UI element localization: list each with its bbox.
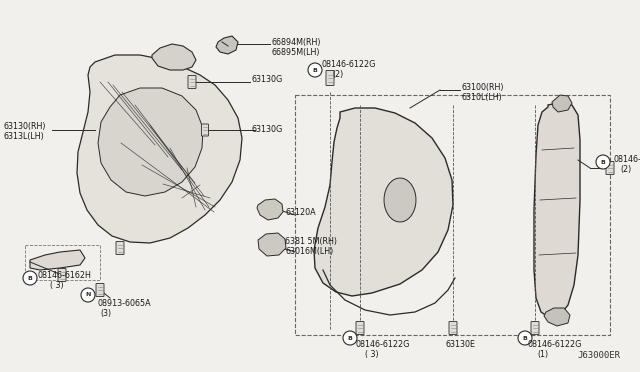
Polygon shape: [314, 108, 453, 296]
Text: N: N: [85, 292, 91, 298]
Text: 66895M(LH): 66895M(LH): [271, 48, 319, 57]
FancyBboxPatch shape: [188, 76, 196, 89]
Text: J63000ER: J63000ER: [577, 351, 620, 360]
Polygon shape: [98, 88, 203, 196]
Text: 6310L(LH): 6310L(LH): [462, 93, 503, 102]
Text: 63130E: 63130E: [445, 340, 475, 349]
Polygon shape: [544, 308, 570, 326]
Text: 08146-6122G: 08146-6122G: [613, 155, 640, 164]
FancyBboxPatch shape: [531, 321, 539, 334]
Text: 08146-6162H: 08146-6162H: [38, 271, 92, 280]
Circle shape: [596, 155, 610, 169]
Bar: [295, 95, 610, 335]
Polygon shape: [552, 95, 572, 112]
Text: 66894M(RH): 66894M(RH): [271, 38, 321, 47]
Text: 6313L(LH): 6313L(LH): [4, 132, 45, 141]
Text: 6381 5M(RH): 6381 5M(RH): [285, 237, 337, 246]
FancyBboxPatch shape: [116, 241, 124, 254]
Bar: [25, 245, 100, 280]
FancyBboxPatch shape: [202, 124, 209, 136]
Text: B: B: [523, 336, 527, 340]
Text: 63100(RH): 63100(RH): [462, 83, 504, 92]
Text: 63120A: 63120A: [285, 208, 316, 217]
Text: ( 3): ( 3): [365, 350, 379, 359]
Text: B: B: [348, 336, 353, 340]
Text: (2): (2): [620, 165, 631, 174]
Text: 08146-6122G: 08146-6122G: [355, 340, 410, 349]
Polygon shape: [77, 55, 242, 243]
Text: (2): (2): [332, 70, 343, 79]
Text: 63130G: 63130G: [252, 75, 284, 84]
Polygon shape: [152, 44, 196, 70]
Polygon shape: [384, 178, 416, 222]
Text: 63130(RH): 63130(RH): [4, 122, 47, 131]
Polygon shape: [30, 250, 85, 270]
Polygon shape: [534, 102, 580, 318]
Polygon shape: [216, 36, 238, 54]
Text: B: B: [28, 276, 33, 280]
Polygon shape: [257, 199, 283, 220]
Text: 08913-6065A: 08913-6065A: [98, 299, 152, 308]
FancyBboxPatch shape: [356, 321, 364, 334]
Text: 08146-6122G: 08146-6122G: [527, 340, 581, 349]
FancyBboxPatch shape: [449, 321, 457, 334]
Polygon shape: [258, 233, 286, 256]
Circle shape: [308, 63, 322, 77]
FancyBboxPatch shape: [58, 269, 66, 282]
Text: ( 3): ( 3): [50, 281, 63, 290]
FancyBboxPatch shape: [606, 161, 614, 174]
FancyBboxPatch shape: [326, 71, 334, 86]
Text: (3): (3): [100, 309, 111, 318]
Text: B: B: [600, 160, 605, 164]
Circle shape: [518, 331, 532, 345]
FancyBboxPatch shape: [96, 283, 104, 296]
Text: (1): (1): [537, 350, 548, 359]
Circle shape: [81, 288, 95, 302]
Text: B: B: [312, 67, 317, 73]
Circle shape: [23, 271, 37, 285]
Text: 63016M(LH): 63016M(LH): [285, 247, 333, 256]
Text: 08146-6122G: 08146-6122G: [322, 60, 376, 69]
Text: 63130G: 63130G: [252, 125, 284, 134]
Circle shape: [343, 331, 357, 345]
